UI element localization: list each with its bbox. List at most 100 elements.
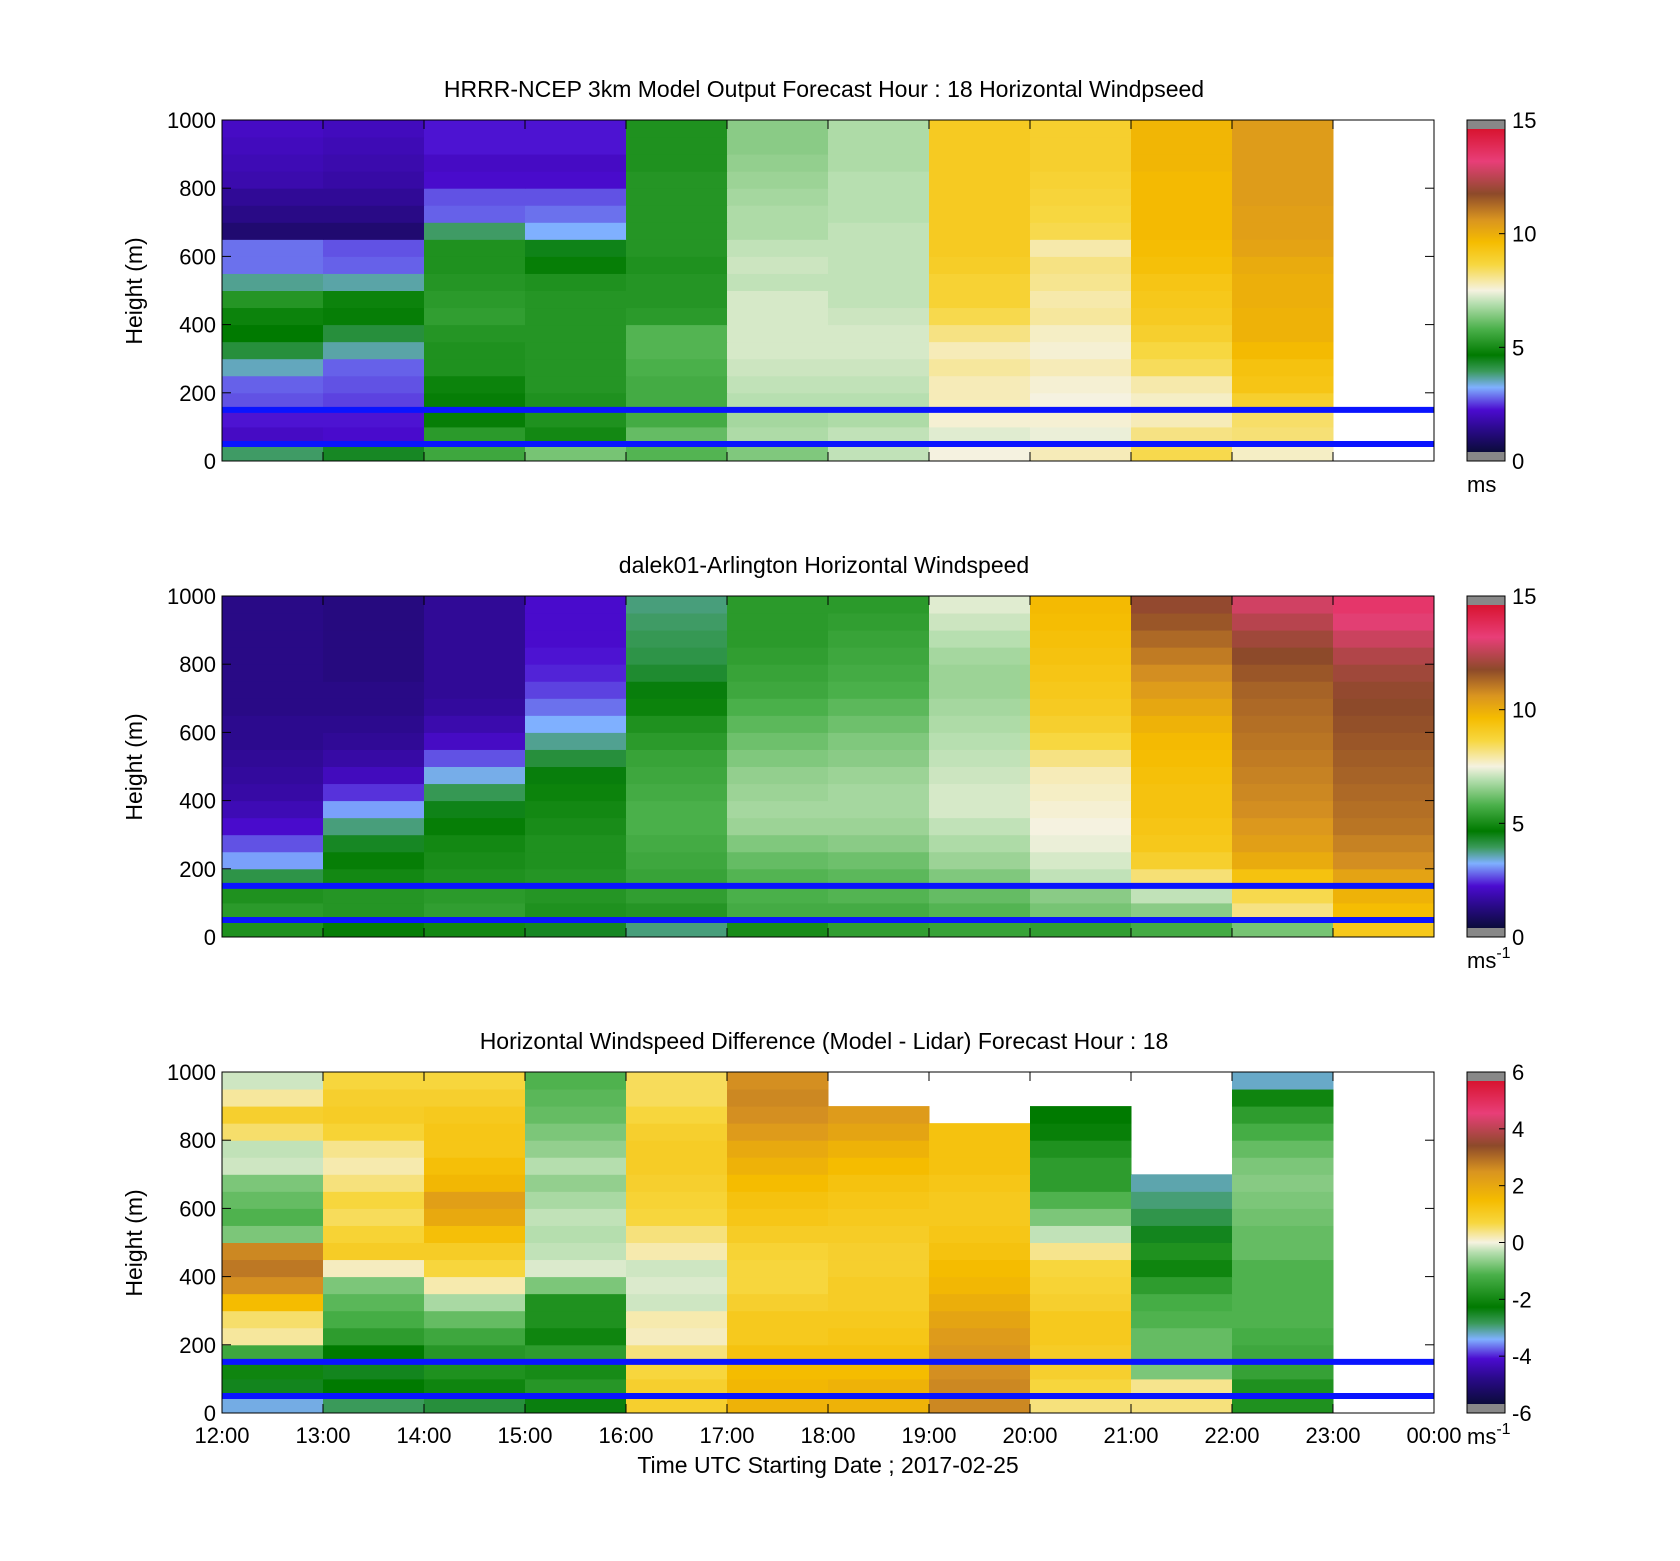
heatmap-cell [626,630,728,648]
heatmap-cell [1030,290,1132,309]
heatmap-cell [424,358,526,377]
heatmap-cell [1030,1276,1132,1295]
heatmap-cell [424,817,526,836]
heatmap-cell [1131,205,1233,223]
heatmap-cell [1131,1208,1233,1226]
heatmap-cell [222,1378,324,1397]
heatmap-cell [1030,1140,1132,1158]
heatmap-cell [1232,1140,1334,1158]
heatmap-cell [1232,1072,1334,1090]
heatmap-cell [1131,1276,1233,1295]
heatmap-cell [424,613,526,631]
heatmap-cell [424,443,526,462]
heatmap-cell [525,1140,627,1158]
heatmap-cell [222,664,324,682]
y-axis-label: Height (m) [121,1189,147,1296]
heatmap-cell [323,630,425,648]
heatmap-cell [424,868,526,887]
heatmap-cell [323,1089,425,1107]
heatmap-cell [222,681,324,699]
heatmap-cell [727,1395,829,1414]
heatmap-cell [222,783,324,802]
heatmap-cell [525,1310,627,1329]
heatmap-cell [727,341,829,360]
heatmap-cell [929,664,1031,682]
heatmap-cell [222,749,324,767]
heatmap-cell [525,171,627,189]
heatmap-cell [1030,1208,1132,1226]
heatmap-cell [1232,443,1334,462]
heatmap-cell [323,222,425,240]
colorbar-tick-label: 15 [1512,584,1536,609]
heatmap-cell [626,324,728,343]
heatmap-cell [424,1310,526,1329]
heatmap-cell [222,732,324,750]
colorbar-tick-label: 0 [1512,925,1524,950]
heatmap-cell [323,732,425,750]
heatmap-cell [828,851,930,870]
heatmap-cell [1030,732,1132,750]
heatmap-cell [1333,749,1435,767]
heatmap-cell [1131,1344,1233,1363]
heatmap-cell [828,256,930,274]
heatmap-cell [626,902,728,921]
heatmap-cell [727,596,829,614]
heatmap-cell [1131,1242,1233,1261]
heatmap-cell [1232,1208,1334,1226]
heatmap-cells [222,1072,1334,1414]
heatmap-cell [222,443,324,462]
heatmap-cell [222,188,324,206]
heatmap-cell [727,154,829,172]
heatmap-cell [525,256,627,274]
heatmap-cell [828,868,930,887]
heatmap-cell [1232,1276,1334,1295]
heatmap-cell [828,341,930,360]
heatmap-cell [424,290,526,309]
heatmap-cell [727,239,829,257]
heatmap-cell [828,1140,930,1158]
heatmap-cell [929,1123,1031,1141]
heatmap-cell [828,902,930,921]
heatmap-cell [626,341,728,360]
heatmap-cell [525,1327,627,1346]
heatmap-cell [1131,783,1233,802]
heatmap-cell [1131,1191,1233,1209]
heatmap-cell [626,222,728,240]
heatmap-cell [1131,902,1233,921]
colorbar-tick-label: 0 [1512,1231,1524,1256]
heatmap-cell [1030,851,1132,870]
heatmap-cell [1030,715,1132,733]
heatmap-cell [1030,1344,1132,1363]
heatmap-cell [1232,1157,1334,1175]
heatmap-cell [1232,851,1334,870]
heatmap-cell [323,1140,425,1158]
heatmap-cell [424,1293,526,1312]
heatmap-cell [323,681,425,699]
heatmap-cell [929,919,1031,938]
heatmap-cell [929,715,1031,733]
heatmap-cell [626,732,728,750]
y-axis: 0 200 400 600 800 1000 [167,1060,1434,1426]
heatmap-cell [525,851,627,870]
heatmap-cell [222,698,324,716]
heatmap-cell [1232,205,1334,223]
heatmap-cell [1131,851,1233,870]
heatmap-cell [222,1310,324,1329]
heatmap-cell [626,426,728,445]
heatmap-cell [626,1310,728,1329]
heatmap-cell [929,732,1031,750]
heatmap-cell [1131,307,1233,326]
y-axis: 0 200 400 600 800 1000 [167,584,1434,950]
heatmap-cell [525,800,627,819]
heatmap-cell [828,613,930,631]
heatmap-cell [525,783,627,802]
heatmap-cell [929,1225,1031,1243]
heatmap-cell [929,1310,1031,1329]
heatmap-cell [525,1395,627,1414]
heatmap-cell [626,800,728,819]
heatmap-cell [525,868,627,887]
heatmap-cell [828,749,930,767]
heatmap-cell [1131,324,1233,343]
heatmap-cell [222,205,324,223]
heatmap-cell [1232,902,1334,921]
